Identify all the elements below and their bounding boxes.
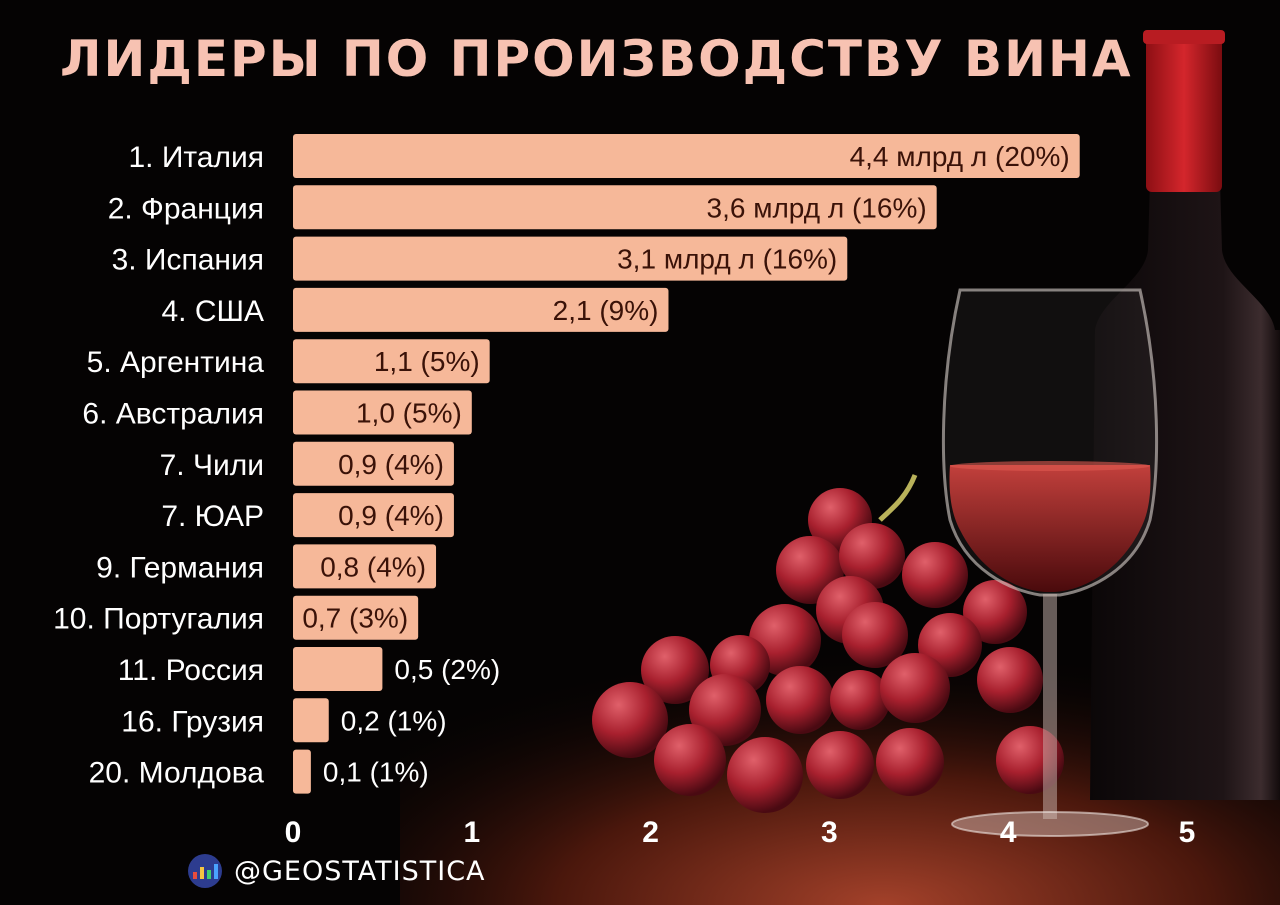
x-tick-label: 4: [1000, 816, 1017, 849]
x-tick-label: 5: [1179, 816, 1196, 849]
footer-handle: @GEOSTATISTICA: [234, 855, 486, 887]
bar: [293, 236, 848, 281]
bar: [293, 544, 437, 589]
category-label: 5. Аргентина: [87, 346, 265, 379]
category-label: 1. Италия: [128, 141, 264, 174]
value-label: 4,4 млрд л (20%): [850, 141, 1070, 172]
category-label: 2. Франция: [108, 192, 264, 225]
x-tick-label: 2: [642, 816, 659, 849]
bar: [293, 698, 329, 743]
x-tick-label: 0: [285, 816, 302, 849]
category-label: 10. Португалия: [53, 603, 264, 636]
value-label: 0,9 (4%): [338, 449, 444, 480]
bar: [293, 441, 454, 486]
x-tick-label: 3: [821, 816, 838, 849]
value-label: 0,8 (4%): [320, 551, 426, 582]
category-label: 20. Молдова: [89, 757, 265, 790]
category-label: 16. Грузия: [121, 705, 264, 738]
value-label: 2,1 (9%): [553, 295, 659, 326]
value-label: 0,7 (3%): [302, 603, 408, 634]
bar: [293, 390, 472, 435]
bar: [293, 185, 937, 230]
value-label: 1,0 (5%): [356, 398, 462, 429]
bar-chart-logo-icon: [188, 854, 222, 888]
value-label: 0,2 (1%): [341, 705, 447, 736]
category-label: 3. Испания: [112, 244, 264, 277]
value-label: 3,6 млрд л (16%): [707, 192, 927, 223]
category-label: 6. Австралия: [82, 398, 264, 431]
bar: [293, 647, 383, 691]
category-label: 7. Чили: [160, 449, 264, 482]
x-tick-label: 1: [463, 816, 480, 849]
bar: [293, 493, 454, 538]
category-label: 9. Германия: [96, 551, 264, 584]
chart-title: ЛИДЕРЫ ПО ПРОИЗВОДСТВУ ВИНА: [60, 30, 1133, 88]
bar: [293, 595, 419, 640]
grapes-icon: [592, 474, 1064, 813]
bar: [293, 287, 669, 332]
value-label: 0,5 (2%): [394, 654, 500, 685]
wine-glass-icon: [941, 288, 1159, 837]
category-label: 4. США: [161, 295, 264, 328]
value-label: 3,1 млрд л (16%): [617, 244, 837, 275]
bar: [293, 339, 490, 384]
value-label: 0,1 (1%): [323, 757, 429, 788]
wine-bottle-icon: [1090, 30, 1280, 800]
bar: [293, 749, 311, 794]
value-label: 1,1 (5%): [374, 346, 480, 377]
bar: [293, 134, 1080, 178]
category-label: 11. Россия: [118, 654, 264, 687]
category-label: 7. ЮАР: [161, 500, 264, 533]
value-label: 0,9 (4%): [338, 500, 444, 531]
footer: @GEOSTATISTICA: [188, 850, 486, 892]
